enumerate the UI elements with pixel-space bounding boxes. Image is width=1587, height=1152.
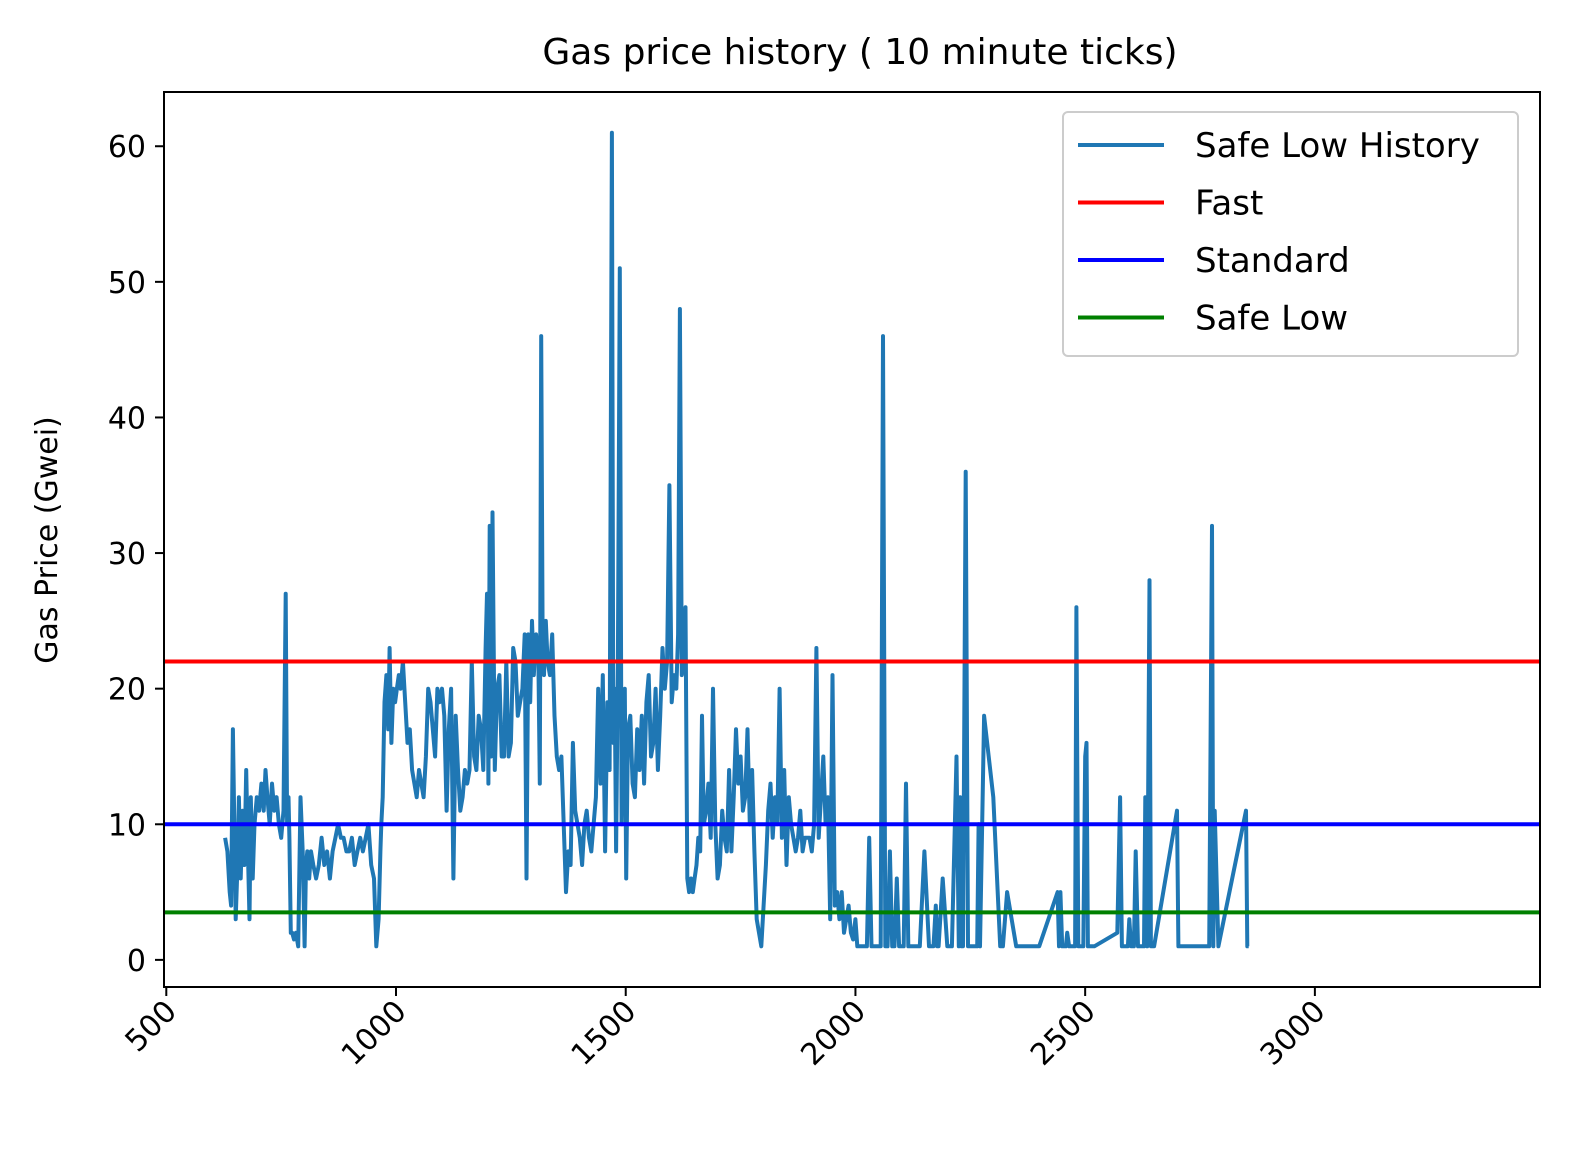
chart-title: Gas price history ( 10 minute ticks) — [542, 32, 1177, 73]
legend-label: Fast — [1195, 184, 1263, 224]
series-line-safe-low-history — [223, 130, 1250, 949]
x-tick-label: 1500 — [565, 994, 644, 1073]
y-tick-label: 0 — [127, 944, 146, 979]
legend-box — [1062, 111, 1519, 357]
y-axis-label: Gas Price (Gwei) — [30, 416, 65, 664]
y-tick-label: 30 — [108, 537, 146, 572]
legend-label: Standard — [1195, 241, 1350, 281]
x-tick-label: 3000 — [1254, 994, 1333, 1073]
legend: Safe Low History Fast Standard Safe Low — [1062, 111, 1519, 357]
x-tick-label: 500 — [119, 994, 184, 1059]
x-tick-label: 1000 — [335, 994, 414, 1073]
y-tick-label: 50 — [108, 266, 146, 301]
legend-label: Safe Low — [1195, 299, 1348, 339]
y-tick-label: 10 — [108, 808, 146, 843]
y-tick-label: 60 — [108, 130, 146, 165]
x-tick-label: 2000 — [794, 994, 873, 1073]
y-tick-label: 20 — [108, 673, 146, 708]
series-layer — [164, 130, 1540, 949]
legend-label: Safe Low History — [1195, 126, 1480, 166]
x-tick-label: 2500 — [1024, 994, 1103, 1073]
y-tick-label: 40 — [108, 401, 146, 436]
plot-frame — [163, 91, 1541, 988]
